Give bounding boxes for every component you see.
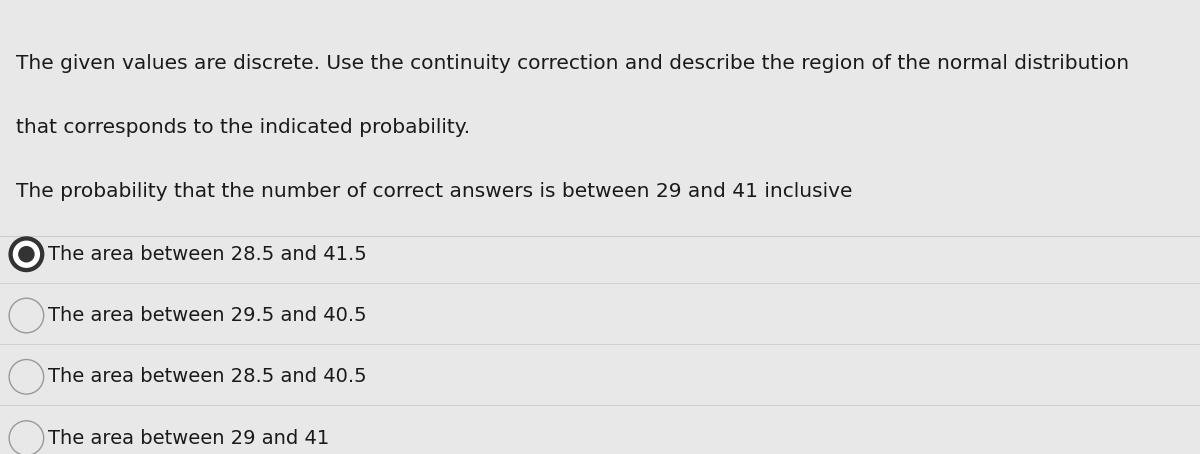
Text: The probability that the number of correct answers is between 29 and 41 inclusiv: The probability that the number of corre… xyxy=(16,182,852,201)
Text: The area between 28.5 and 41.5: The area between 28.5 and 41.5 xyxy=(48,245,367,264)
Text: The area between 28.5 and 40.5: The area between 28.5 and 40.5 xyxy=(48,367,367,386)
Ellipse shape xyxy=(13,241,40,267)
Text: The area between 29.5 and 40.5: The area between 29.5 and 40.5 xyxy=(48,306,367,325)
Ellipse shape xyxy=(10,237,43,271)
Ellipse shape xyxy=(19,247,34,262)
Text: The given values are discrete. Use the continuity correction and describe the re: The given values are discrete. Use the c… xyxy=(16,54,1129,74)
Text: that corresponds to the indicated probability.: that corresponds to the indicated probab… xyxy=(16,118,469,137)
Text: The area between 29 and 41: The area between 29 and 41 xyxy=(48,429,329,448)
